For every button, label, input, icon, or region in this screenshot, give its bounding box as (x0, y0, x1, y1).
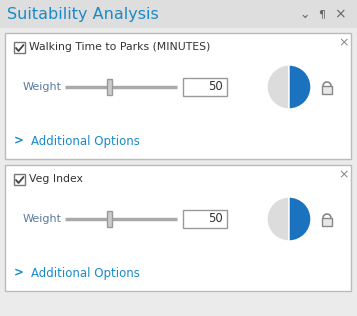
FancyBboxPatch shape (107, 79, 112, 95)
Wedge shape (267, 197, 289, 241)
FancyBboxPatch shape (183, 210, 227, 228)
Text: ¶: ¶ (318, 9, 326, 19)
Text: Additional Options: Additional Options (31, 135, 140, 148)
FancyBboxPatch shape (14, 42, 25, 53)
FancyBboxPatch shape (322, 218, 332, 226)
Text: >: > (14, 266, 24, 279)
FancyBboxPatch shape (5, 165, 351, 291)
Text: ⌄: ⌄ (300, 8, 310, 21)
Text: ×: × (339, 168, 349, 181)
FancyBboxPatch shape (14, 174, 25, 185)
Text: Additional Options: Additional Options (31, 266, 140, 279)
FancyBboxPatch shape (183, 78, 227, 96)
Text: Walking Time to Parks (MINUTES): Walking Time to Parks (MINUTES) (29, 42, 210, 52)
Text: Weight: Weight (23, 82, 62, 92)
Wedge shape (267, 65, 289, 109)
FancyBboxPatch shape (322, 86, 332, 94)
Text: Veg Index: Veg Index (29, 174, 83, 185)
FancyBboxPatch shape (107, 211, 112, 227)
Text: >: > (14, 135, 24, 148)
Text: ×: × (334, 7, 346, 21)
Text: ×: × (339, 37, 349, 50)
Text: Weight: Weight (23, 214, 62, 224)
Text: 50: 50 (208, 81, 223, 94)
Text: 50: 50 (208, 212, 223, 226)
Text: Suitability Analysis: Suitability Analysis (7, 7, 159, 21)
Wedge shape (289, 65, 311, 109)
FancyBboxPatch shape (0, 0, 357, 28)
Wedge shape (289, 197, 311, 241)
FancyBboxPatch shape (5, 33, 351, 159)
